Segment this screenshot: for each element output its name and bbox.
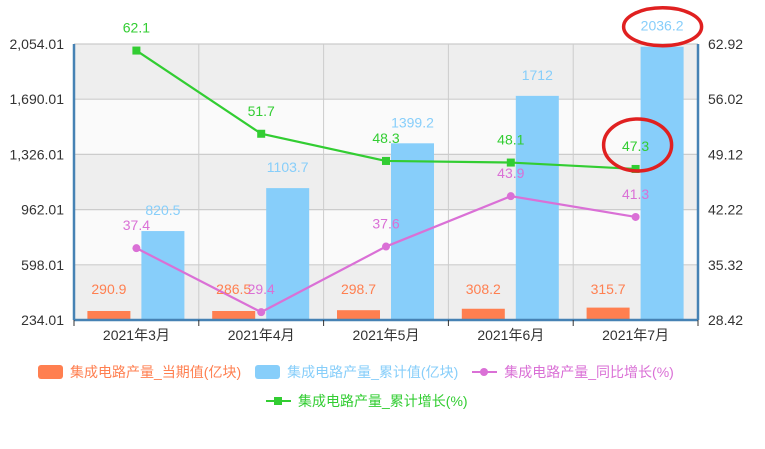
y-left-tick-label: 1,326.01 — [10, 146, 65, 162]
bar-cumulative[interactable] — [640, 46, 684, 320]
label-current: 286.5 — [216, 281, 251, 297]
bar-cumulative[interactable] — [391, 143, 434, 320]
label-cumulative: 1399.2 — [391, 114, 434, 130]
highlight-ellipse-cum-growth — [601, 117, 674, 173]
highlight-ellipse-cumulative — [621, 5, 704, 48]
data-labels: 290.9 820.5 286.5 1103.7 298.7 1399.2 308.2 171… — [91, 18, 683, 297]
legend-line-square-icon — [266, 394, 291, 408]
y-right-tick-label: 56.02 — [708, 91, 743, 107]
point-yoy[interactable] — [382, 242, 390, 251]
y-left-tick-label: 598.01 — [21, 257, 64, 273]
legend-label-current: 集成电路产量_当期值(亿块) — [70, 364, 242, 380]
legend-swatch-current — [38, 365, 63, 379]
point-yoy[interactable] — [631, 212, 640, 221]
bar-cumulative[interactable] — [515, 95, 559, 320]
bar-cumulative[interactable] — [266, 188, 310, 320]
legend-row-2: 集成电路产量_累计增长(%) — [266, 391, 482, 411]
bar-current[interactable] — [87, 311, 131, 320]
label-yoy: 43.9 — [497, 165, 524, 181]
plot-band — [74, 99, 698, 155]
y-right-tick-label: 35.32 — [708, 257, 743, 273]
label-cumulative: 1712 — [522, 67, 553, 83]
label-cum-growth: 51.7 — [248, 103, 275, 119]
x-tick-label: 2021年7月 — [602, 327, 669, 343]
axes: 2021年3月 2021年4月 2021年5月 2021年6月 2021年7月 234.0… — [10, 36, 744, 343]
legend-item-current[interactable]: 集成电路产量_当期值(亿块) — [38, 362, 241, 382]
label-cumulative: 2036.2 — [641, 18, 684, 34]
label-yoy: 37.4 — [123, 217, 150, 233]
legend-line-circle-icon — [472, 365, 498, 379]
legend-row-1: 集成电路产量_当期值(亿块) 集成电路产量_累计值(亿块) 集成电路产量_同比增… — [38, 362, 688, 382]
legend-item-cum-growth[interactable]: 集成电路产量_累计增长(%) — [266, 391, 468, 411]
label-current: 315.7 — [591, 281, 626, 297]
point-cum-growth[interactable] — [506, 158, 515, 167]
y-left-tick-label: 234.01 — [21, 312, 64, 328]
label-current: 290.9 — [91, 281, 126, 297]
point-yoy[interactable] — [257, 308, 266, 317]
y-right-tick-label: 42.22 — [708, 202, 743, 218]
x-tick-label: 2021年6月 — [477, 327, 544, 343]
legend-label-cumulative: 集成电路产量_累计值(亿块) — [287, 364, 459, 380]
legend-label-cum-growth: 集成电路产量_累计增长(%) — [298, 393, 468, 409]
label-cumulative: 1103.7 — [267, 159, 309, 175]
label-current: 308.2 — [466, 281, 501, 297]
line-series — [132, 46, 640, 317]
y-right-tick-label: 28.42 — [708, 312, 743, 328]
label-cum-growth: 48.1 — [497, 132, 524, 148]
label-current: 298.7 — [341, 281, 376, 297]
label-cum-growth: 48.3 — [372, 130, 399, 146]
bar-cumulative[interactable] — [141, 231, 185, 320]
x-tick-label: 2021年4月 — [228, 327, 295, 343]
x-tick-label: 2021年3月 — [103, 327, 170, 343]
point-yoy[interactable] — [132, 244, 141, 253]
x-tick-label: 2021年5月 — [353, 327, 420, 343]
label-yoy: 29.4 — [248, 281, 275, 297]
bar-current[interactable] — [337, 310, 380, 320]
y-left-tick-label: 962.01 — [21, 202, 64, 218]
y-right-tick-label: 62.92 — [708, 36, 743, 52]
bar-current[interactable] — [461, 308, 505, 320]
legend-item-yoy[interactable]: 集成电路产量_同比增长(%) — [472, 362, 674, 382]
y-left-tick-label: 1,690.01 — [10, 91, 65, 107]
label-yoy: 37.6 — [372, 216, 399, 232]
label-cum-growth: 62.1 — [123, 20, 150, 36]
legend-label-yoy: 集成电路产量_同比增长(%) — [504, 364, 674, 380]
point-cum-growth[interactable] — [382, 156, 390, 165]
point-cum-growth[interactable] — [257, 129, 266, 138]
legend-swatch-cumulative — [255, 365, 281, 379]
point-cum-growth[interactable] — [631, 164, 640, 173]
legend-item-cumulative[interactable]: 集成电路产量_累计值(亿块) — [255, 362, 458, 382]
highlight-annotations — [601, 5, 704, 173]
bar-current[interactable] — [212, 311, 256, 320]
label-cum-growth: 47.3 — [622, 138, 649, 154]
plot-band — [74, 44, 698, 100]
label-yoy: 41.3 — [622, 186, 649, 202]
y-right-tick-label: 49.12 — [708, 146, 743, 162]
label-cumulative: 820.5 — [145, 202, 180, 218]
point-yoy[interactable] — [506, 192, 515, 201]
point-cum-growth[interactable] — [132, 46, 141, 55]
bar-current[interactable] — [586, 307, 630, 320]
y-left-tick-label: 2,054.01 — [10, 36, 65, 52]
